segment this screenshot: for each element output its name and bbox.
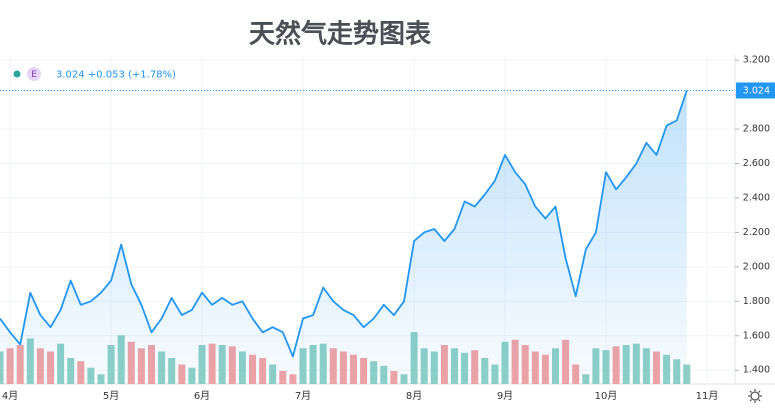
- y-tick-label: 2.800: [743, 124, 770, 135]
- y-tick-label: 2.400: [743, 192, 770, 203]
- price-line: [0, 90, 688, 358]
- y-tick-label: 2.600: [743, 158, 770, 169]
- x-tick-label: 7月: [295, 390, 311, 402]
- settings-icon[interactable]: [748, 389, 762, 403]
- x-tick-label: 9月: [497, 390, 513, 402]
- last-price-label: 3.024: [743, 85, 770, 96]
- price-series: [0, 90, 688, 384]
- x-tick-label: 11月: [696, 390, 719, 402]
- last-price-tag: [736, 82, 775, 99]
- y-tick-label: 2.000: [743, 261, 770, 272]
- x-tick-label: 6月: [194, 390, 210, 402]
- x-tick-label: 5月: [103, 390, 119, 402]
- y-tick-label: 2.200: [743, 227, 770, 238]
- status-dot: [13, 70, 21, 78]
- y-tick-label: 1.800: [743, 296, 770, 307]
- y-tick-label: 1.600: [743, 330, 770, 341]
- x-tick-label: 4月: [2, 390, 18, 402]
- badge: E: [31, 70, 37, 80]
- x-tick-label: 10月: [595, 390, 618, 402]
- x-tick-label: 8月: [406, 390, 422, 402]
- y-tick-label: 1.400: [743, 365, 770, 376]
- y-tick-label: 3.200: [743, 55, 770, 66]
- legend-text: 3.024 +0.053 (+1.78%): [56, 70, 176, 81]
- chart-title: 天然气走势图表: [249, 19, 432, 50]
- price-area: [0, 90, 687, 384]
- badge-bg: [27, 67, 41, 81]
